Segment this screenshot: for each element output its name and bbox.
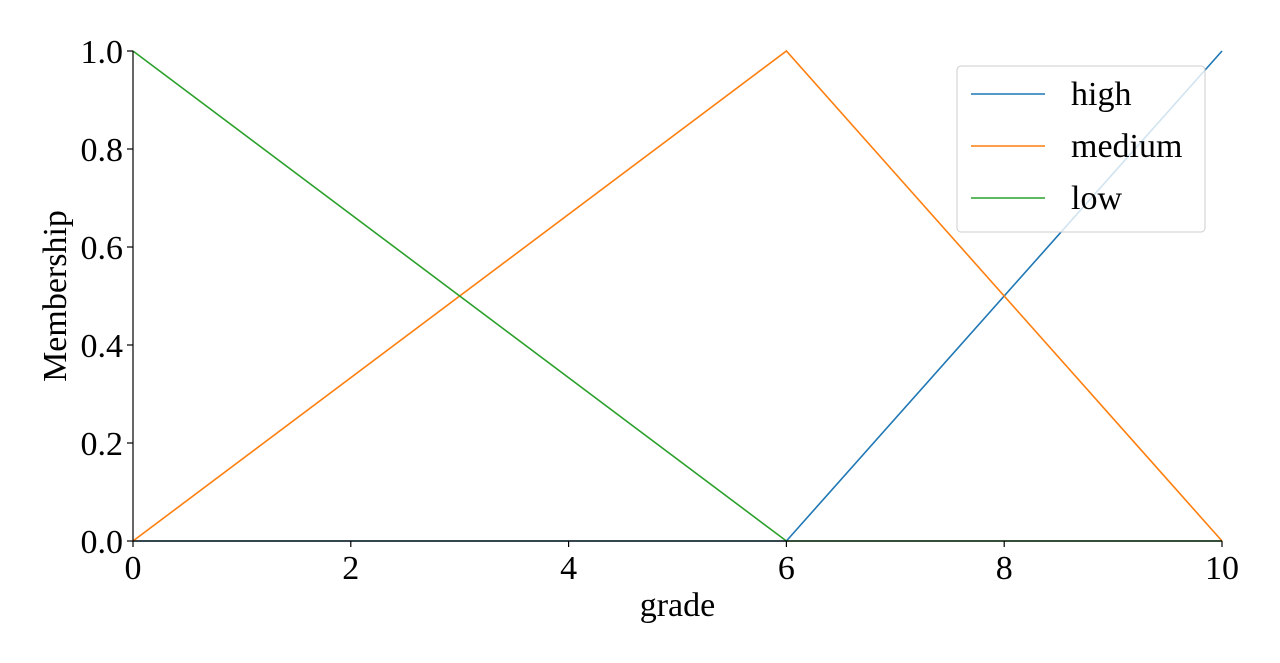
legend: high medium low — [956, 65, 1206, 233]
series-line-medium — [132, 49, 1223, 542]
y-ticks: 0.0 0.2 0.4 0.6 0.8 1.0 — [81, 34, 133, 561]
y-tick-label: 0.4 — [81, 328, 124, 365]
x-axis-label: grade — [640, 587, 716, 624]
x-tick-label: 0 — [125, 550, 142, 587]
y-tick-label: 1.0 — [81, 34, 124, 71]
y-tick-label: 0.2 — [81, 426, 124, 463]
legend-box — [956, 65, 1206, 233]
x-tick-label: 2 — [342, 550, 359, 587]
x-tick-label: 8 — [996, 550, 1013, 587]
y-tick-label: 0.8 — [81, 132, 124, 169]
legend-label-medium: medium — [1071, 128, 1182, 165]
legend-label-low: low — [1071, 180, 1122, 217]
x-tick-label: 4 — [560, 550, 577, 587]
x-tick-label: 10 — [1205, 550, 1239, 587]
y-axis-label: Membership — [37, 210, 74, 382]
y-tick-label: 0.0 — [81, 524, 124, 561]
x-tick-label: 6 — [778, 550, 795, 587]
y-tick-label: 0.6 — [81, 230, 124, 267]
x-ticks: 0 2 4 6 8 10 — [125, 541, 1239, 587]
axes-layer — [132, 51, 1222, 542]
legend-label-high: high — [1071, 76, 1131, 113]
